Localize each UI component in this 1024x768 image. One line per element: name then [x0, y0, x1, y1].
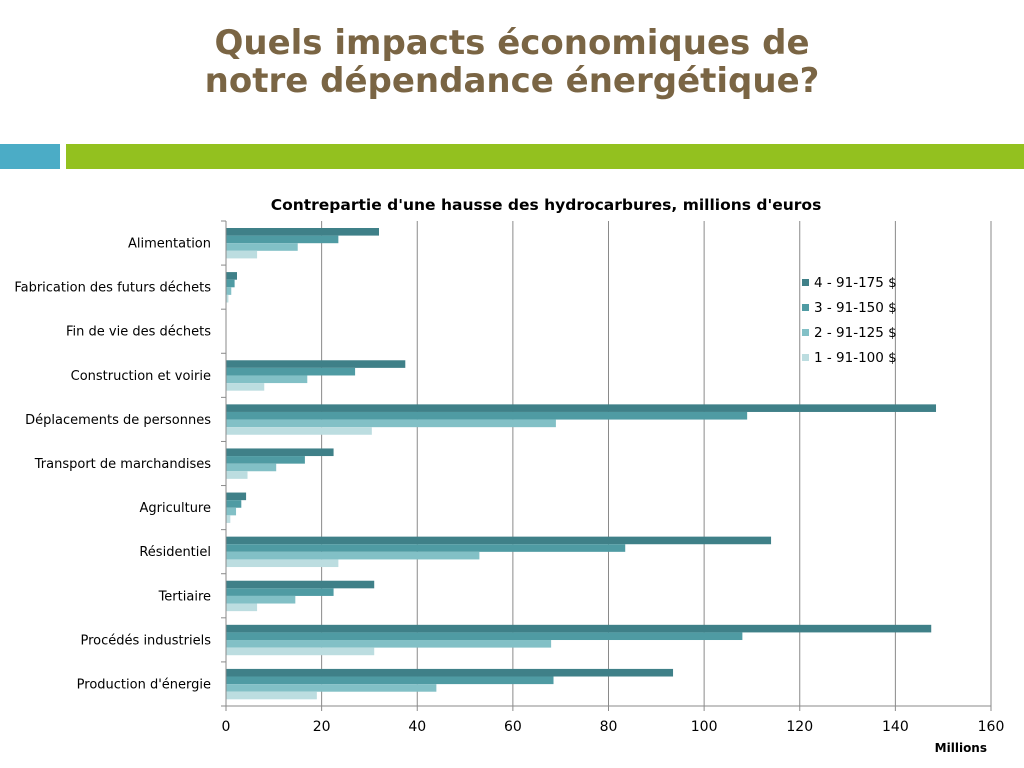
- legend-label-0: 4 - 91-175 $: [814, 275, 897, 291]
- bar-10-series-1: [226, 676, 554, 685]
- bar-6-series-3: [226, 515, 231, 523]
- legend-label-3: 1 - 91-100 $: [814, 350, 897, 366]
- accent-bar-green: [66, 144, 1024, 169]
- category-label-7: Résidentiel: [139, 545, 211, 560]
- bar-8-series-1: [226, 588, 334, 596]
- bar-3-series-0: [226, 360, 406, 368]
- legend-item-1[interactable]: 3 - 91-150 $: [802, 300, 897, 316]
- category-label-0: Alimentation: [128, 237, 211, 252]
- bar-7-series-0: [226, 536, 772, 545]
- bars: [226, 228, 937, 700]
- bar-4-series-1: [226, 411, 748, 420]
- x-axis-label: Millions: [935, 741, 987, 755]
- title-line-2: notre dépendance énergétique?: [204, 61, 820, 102]
- bar-7-series-1: [226, 544, 626, 552]
- x-tick-label-6: 120: [786, 719, 813, 735]
- bar-5-series-2: [226, 463, 277, 472]
- legend-swatch-2: [802, 329, 809, 336]
- category-label-1: Fabrication des futurs déchets: [14, 281, 211, 296]
- legend[interactable]: 4 - 91-175 $ 3 - 91-150 $ 2 - 91-125 $ 1 - …: [802, 275, 897, 366]
- bar-5-series-3: [226, 471, 248, 479]
- legend-swatch-0: [802, 279, 809, 286]
- bar-0-series-3: [226, 250, 258, 259]
- bar-0-series-0: [226, 228, 379, 236]
- x-tick-label-1: 20: [313, 719, 331, 735]
- bar-6-series-0: [226, 492, 247, 501]
- x-tick-label-2: 40: [408, 719, 426, 735]
- bar-3-series-2: [226, 375, 308, 384]
- slide-title: Quels impacts économiques de notre dépen…: [0, 24, 1024, 100]
- category-labels: Alimentation Fabrication des futurs déche…: [14, 237, 211, 693]
- bar-10-series-3: [226, 691, 317, 700]
- category-label-3: Construction et voirie: [71, 369, 211, 384]
- category-label-2: Fin de vie des déchets: [66, 325, 211, 340]
- bar-3-series-1: [226, 367, 356, 376]
- x-tick-label-5: 100: [691, 719, 718, 735]
- legend-item-0[interactable]: 4 - 91-175 $: [802, 275, 897, 291]
- legend-item-3[interactable]: 1 - 91-100 $: [802, 350, 897, 366]
- bar-6-series-1: [226, 500, 242, 508]
- bar-1-series-3: [226, 294, 229, 303]
- category-label-5: Transport de marchandises: [34, 457, 211, 472]
- bar-4-series-0: [226, 404, 937, 412]
- bar-5-series-0: [226, 448, 334, 457]
- bar-10-series-0: [226, 668, 674, 677]
- bar-10-series-2: [226, 684, 437, 692]
- bar-5-series-1: [226, 456, 305, 464]
- bar-7-series-2: [226, 551, 480, 560]
- x-tick-label-7: 140: [882, 719, 909, 735]
- bar-7-series-3: [226, 559, 339, 568]
- bar-4-series-2: [226, 419, 556, 428]
- bar-8-series-0: [226, 580, 375, 589]
- tick-labels: 0 20 40 60 80 100 120 140 160: [222, 719, 1005, 735]
- x-tick-label-4: 80: [600, 719, 618, 735]
- bar-1-series-0: [226, 272, 237, 280]
- x-tick-label-8: 160: [978, 719, 1005, 735]
- axes: [221, 220, 992, 711]
- bar-1-series-2: [226, 287, 232, 295]
- bar-9-series-3: [226, 647, 375, 656]
- bar-9-series-1: [226, 632, 743, 641]
- category-label-4: Déplacements de personnes: [25, 413, 211, 428]
- bar-0-series-1: [226, 235, 339, 244]
- legend-swatch-1: [802, 304, 809, 311]
- chart-title: Contrepartie d'une hausse des hydrocarbu…: [271, 196, 822, 214]
- bar-6-series-2: [226, 507, 237, 516]
- bar-3-series-3: [226, 383, 265, 391]
- bar-8-series-3: [226, 603, 258, 612]
- bar-9-series-0: [226, 624, 932, 633]
- x-tick-label-0: 0: [222, 719, 231, 735]
- bar-9-series-2: [226, 640, 552, 648]
- bar-4-series-3: [226, 427, 372, 435]
- bar-0-series-2: [226, 243, 298, 251]
- category-label-8: Tertiaire: [158, 589, 211, 604]
- x-tick-label-3: 60: [504, 719, 522, 735]
- title-line-1: Quels impacts économiques de: [214, 23, 810, 63]
- bar-8-series-2: [226, 595, 296, 604]
- legend-label-1: 3 - 91-150 $: [814, 300, 897, 316]
- bar-1-series-1: [226, 279, 235, 288]
- legend-label-2: 2 - 91-125 $: [814, 325, 897, 341]
- legend-item-2[interactable]: 2 - 91-125 $: [802, 325, 897, 341]
- category-label-10: Production d'énergie: [77, 677, 211, 692]
- accent-bar-teal: [0, 144, 60, 169]
- category-label-6: Agriculture: [140, 501, 212, 516]
- legend-swatch-3: [802, 354, 809, 361]
- category-label-9: Procédés industriels: [81, 633, 212, 648]
